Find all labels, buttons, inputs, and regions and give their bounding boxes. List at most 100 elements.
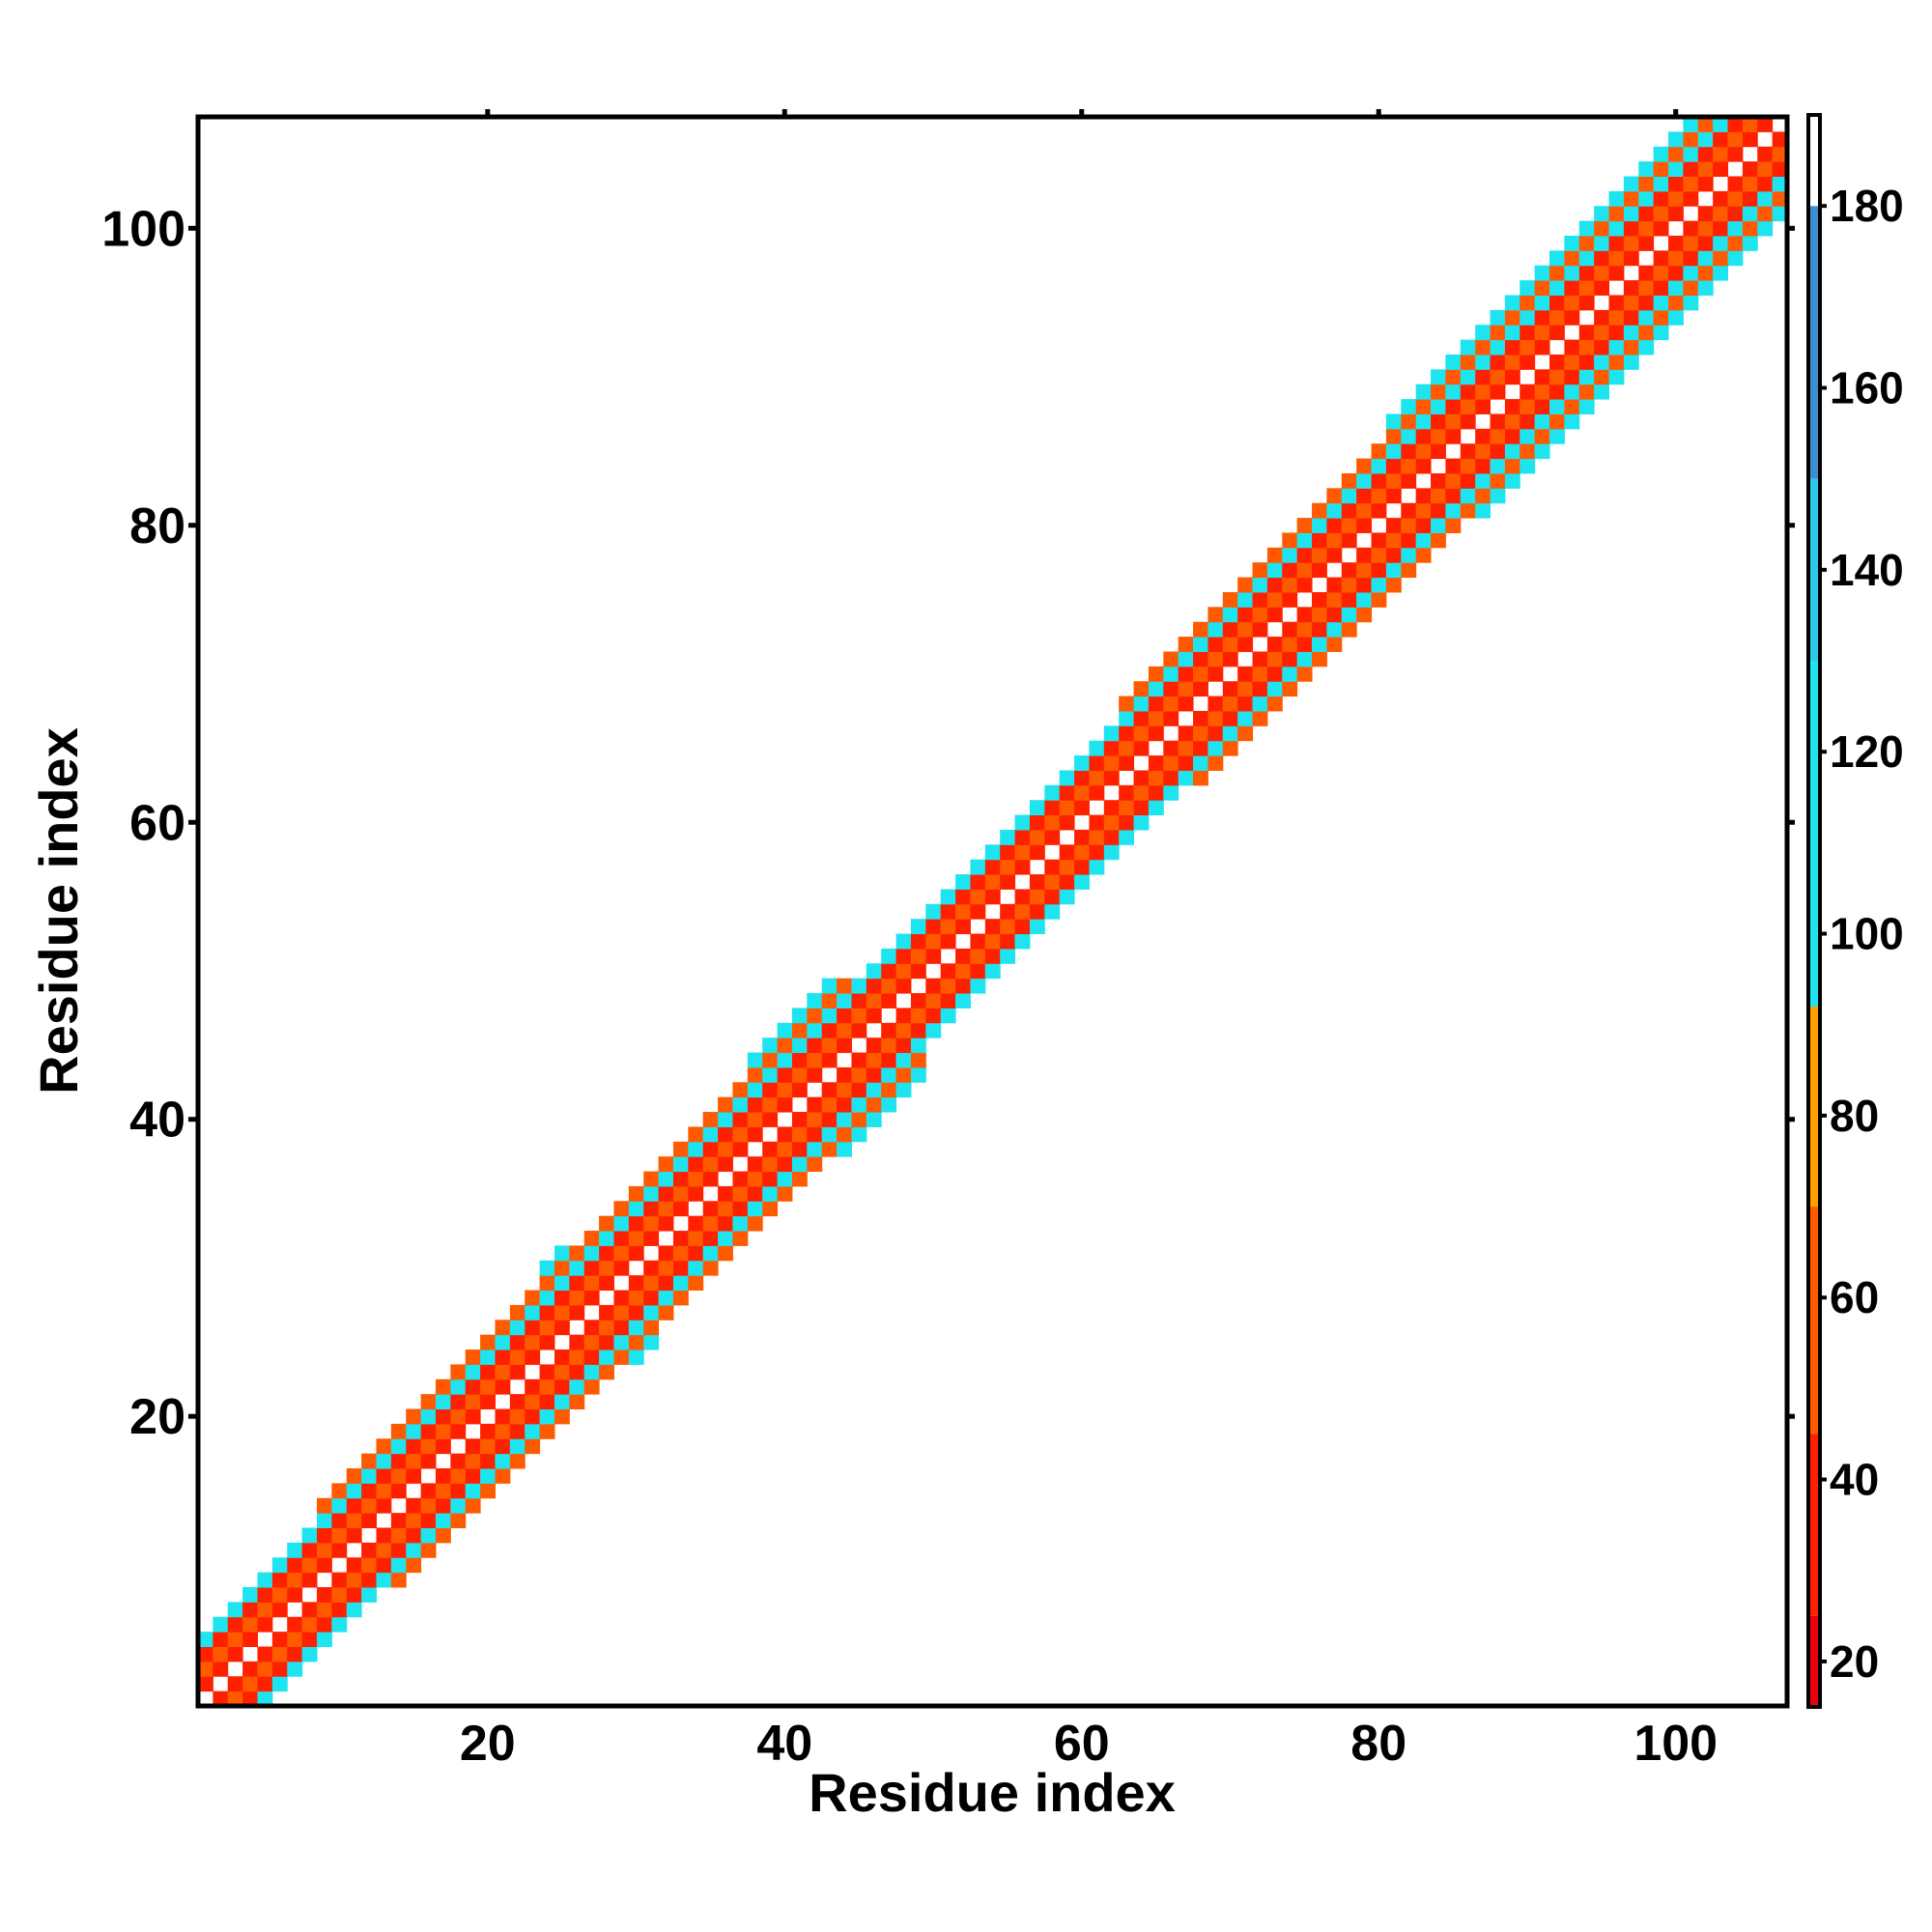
heatmap-cell: [910, 1052, 926, 1068]
heatmap-cell: [1371, 547, 1387, 563]
heatmap-cell: [1266, 681, 1283, 697]
heatmap-cell: [480, 1468, 496, 1484]
heatmap-cell: [257, 1587, 273, 1603]
heatmap-cell: [732, 1185, 749, 1202]
heatmap-cell: [1653, 250, 1669, 267]
heatmap-cell: [450, 1497, 467, 1514]
heatmap-cell: [1356, 591, 1373, 608]
heatmap-cell: [881, 1037, 897, 1054]
heatmap-cell: [1415, 518, 1432, 533]
heatmap-cell: [1638, 280, 1655, 296]
heatmap-cell: [583, 1378, 600, 1395]
heatmap-cell: [1401, 399, 1417, 414]
heatmap-cell: [1059, 859, 1075, 875]
heatmap-cell: [777, 1037, 793, 1054]
colorbar-tick-label: 40: [1830, 1455, 1879, 1505]
heatmap-cell: [1772, 146, 1788, 162]
heatmap-cell: [495, 1423, 511, 1439]
heatmap-cell: [718, 1141, 733, 1157]
heatmap-cell: [1385, 532, 1402, 549]
heatmap-cell: [1282, 637, 1298, 652]
heatmap-cell: [599, 1215, 614, 1232]
heatmap-cell: [1697, 265, 1714, 281]
heatmap-cell: [198, 1632, 213, 1648]
heatmap-cell: [1772, 176, 1788, 192]
heatmap-cell: [910, 1037, 926, 1054]
heatmap-cell: [1222, 651, 1238, 668]
heatmap-cell: [1742, 235, 1758, 251]
heatmap-cell: [1059, 800, 1075, 816]
heatmap-cell: [821, 1052, 838, 1068]
heatmap-cell: [1133, 770, 1150, 786]
heatmap-cell: [837, 993, 852, 1009]
heatmap-cell: [807, 1066, 823, 1083]
heatmap-cell: [227, 1602, 243, 1618]
heatmap-cell: [1193, 740, 1208, 756]
heatmap-cell: [1000, 933, 1016, 950]
heatmap-cell: [1520, 399, 1536, 414]
heatmap-cell: [242, 1690, 258, 1707]
heatmap-cell: [1208, 666, 1224, 682]
heatmap-cell: [702, 1126, 719, 1143]
heatmap-cell: [1148, 666, 1164, 682]
heatmap-cell: [316, 1616, 332, 1633]
heatmap-cell: [420, 1438, 437, 1455]
heatmap-cell: [465, 1468, 481, 1484]
heatmap-cell: [1089, 859, 1105, 875]
heatmap-cell: [925, 933, 942, 950]
heatmap-cell: [643, 1185, 660, 1202]
heatmap-cell: [480, 1334, 496, 1350]
heatmap-cell: [1549, 354, 1565, 370]
heatmap-cell: [1415, 443, 1432, 460]
heatmap-cell: [271, 1676, 288, 1692]
heatmap-cell: [1460, 354, 1476, 370]
heatmap-cell: [910, 1008, 926, 1024]
heatmap-cell: [316, 1587, 332, 1603]
heatmap-cell: [1534, 369, 1550, 385]
heatmap-cell: [1564, 265, 1580, 281]
heatmap-cell: [1163, 696, 1179, 712]
heatmap-cell: [509, 1394, 526, 1410]
heatmap-cell: [777, 1096, 793, 1113]
heatmap-cell: [1296, 666, 1313, 682]
heatmap-cell: [1727, 117, 1744, 132]
heatmap-cell: [1594, 265, 1610, 281]
heatmap-cell: [1326, 607, 1343, 623]
heatmap-cell: [1534, 399, 1550, 414]
heatmap-cell: [583, 1260, 600, 1276]
heatmap-cell: [1193, 666, 1208, 682]
heatmap-cell: [702, 1215, 719, 1232]
heatmap-cell: [1401, 443, 1417, 460]
heatmap-cell: [1742, 176, 1758, 192]
heatmap-cell: [1490, 458, 1506, 474]
heatmap-cell: [495, 1408, 511, 1425]
heatmap-cell: [1683, 190, 1699, 207]
heatmap-cell: [569, 1378, 585, 1395]
heatmap-cell: [539, 1364, 555, 1380]
heatmap-cell: [613, 1231, 630, 1246]
heatmap-cell: [866, 1066, 882, 1083]
heatmap-cell: [1431, 399, 1446, 414]
heatmap-cell: [762, 1141, 779, 1157]
heatmap-cell: [450, 1394, 467, 1410]
heatmap-cell: [1103, 800, 1120, 816]
colorbar-tick-label: 140: [1830, 545, 1904, 595]
heatmap-cell: [762, 1112, 779, 1127]
heatmap-cell: [509, 1350, 526, 1365]
heatmap-cell: [1757, 161, 1774, 177]
heatmap-cell: [1431, 488, 1446, 504]
heatmap-cell: [1713, 250, 1729, 267]
heatmap-cell: [628, 1245, 644, 1262]
heatmap-cell: [702, 1260, 719, 1276]
heatmap-cell: [643, 1304, 660, 1321]
heatmap-cell: [807, 993, 823, 1009]
heatmap-cell: [1296, 562, 1313, 579]
heatmap-cell: [1282, 666, 1298, 682]
heatmap-cell: [777, 1022, 793, 1038]
heatmap-cell: [688, 1245, 704, 1262]
heatmap-cell: [1623, 295, 1639, 311]
heatmap-cell: [495, 1468, 511, 1484]
heatmap-cell: [851, 1112, 867, 1127]
heatmap-cell: [316, 1513, 332, 1529]
heatmap-cell: [807, 1112, 823, 1127]
